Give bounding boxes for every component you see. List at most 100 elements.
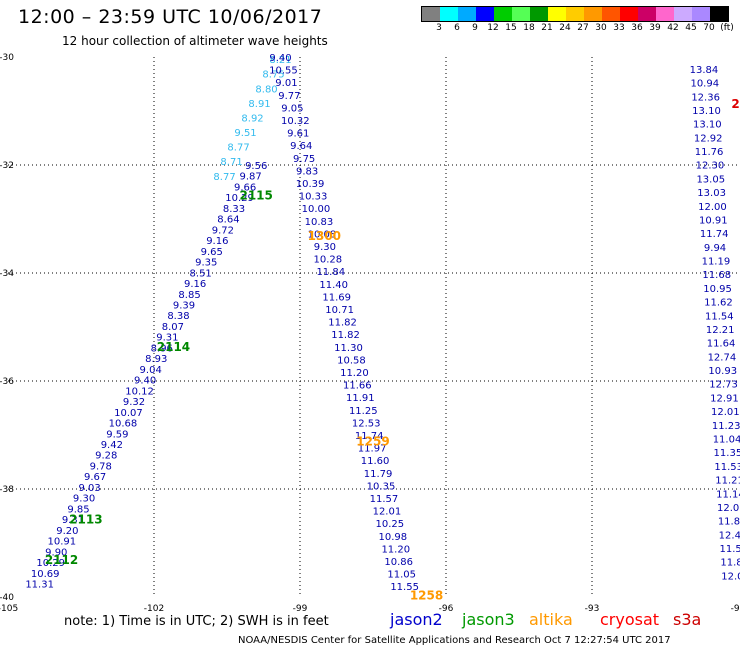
swh-value: 10.68	[109, 419, 138, 430]
page-subtitle: 12 hour collection of altimeter wave hei…	[62, 34, 328, 48]
lat-tick-label: -40	[0, 593, 14, 603]
swh-value: 8.64	[217, 215, 239, 226]
swh-value: 9.51	[234, 128, 256, 139]
colorbar-label: (ft)	[720, 23, 734, 33]
swh-value: 11.68	[702, 270, 731, 281]
swh-value: 11.04	[713, 435, 740, 446]
pass-time-label: 2112	[45, 553, 78, 567]
swh-value: 11.20	[381, 544, 410, 555]
swh-value: 11.64	[707, 339, 736, 350]
swh-value: 9.78	[90, 461, 112, 472]
swh-value: 9.39	[173, 301, 195, 312]
swh-value: 8.96	[151, 343, 173, 354]
swh-value: 9.64	[290, 141, 312, 152]
swh-value: 10.58	[337, 355, 366, 366]
swh-value: 11.57	[370, 494, 399, 505]
swh-value: 12.91	[710, 393, 739, 404]
colorbar-label: 9	[472, 23, 478, 33]
swh-value: 11.74	[355, 431, 384, 442]
lon-tick-label: -90	[731, 604, 740, 614]
swh-value: 9.01	[275, 78, 297, 89]
colorbar-swatch	[656, 7, 674, 21]
swh-value: 12.01	[711, 407, 740, 418]
swh-value: 9.87	[240, 172, 262, 183]
swh-value: 9.65	[201, 247, 223, 258]
swh-value: 9.67	[84, 472, 106, 483]
swh-value: 9.77	[278, 91, 300, 102]
pass-time-label: 1258	[410, 588, 443, 602]
swh-value: 11.91	[346, 393, 375, 404]
colorbar-label: 36	[631, 23, 643, 33]
colorbar-swatch	[422, 7, 440, 21]
colorbar-swatch	[458, 7, 476, 21]
swh-value: 12.30	[696, 161, 725, 172]
pass-time-label: 2	[731, 97, 739, 111]
swh-value: 11.23	[712, 421, 740, 432]
colorbar-label: 3	[436, 23, 442, 33]
swh-value: 11.20	[340, 368, 369, 379]
swh-value: 9.35	[195, 258, 217, 269]
swh-value: 10.71	[325, 305, 354, 316]
swh-value: 13.03	[697, 188, 726, 199]
swh-value: 11.53	[714, 462, 740, 473]
swh-value: 8.77	[213, 172, 235, 183]
footer-credit: NOAA/NESDIS Center for Satellite Applica…	[238, 635, 671, 646]
swh-value: 11.40	[319, 280, 348, 291]
swh-value: 8.38	[167, 311, 189, 322]
colorbar-label: 42	[667, 23, 679, 33]
swh-value: 11.79	[364, 469, 393, 480]
swh-value: 12.01	[373, 507, 402, 518]
swh-value: 9.05	[281, 103, 303, 114]
colorbar-label: 12	[487, 23, 499, 33]
swh-value: 9.90	[45, 547, 67, 558]
colorbar-swatch	[692, 7, 710, 21]
colorbar-label: 39	[649, 23, 661, 33]
colorbar-swatch	[494, 7, 512, 21]
swh-value: 9.75	[293, 154, 315, 165]
swh-value: 9.72	[212, 225, 234, 236]
pass-time-label: 1300	[308, 229, 341, 243]
swh-value: 11.31	[25, 580, 54, 591]
colorbar-label: 30	[595, 23, 607, 33]
swh-value: 8.80	[255, 84, 277, 95]
swh-value: 11.05	[387, 570, 416, 581]
colorbar-label: 70	[703, 23, 715, 33]
swh-value: 11.54	[705, 311, 734, 322]
lon-tick-label: -93	[585, 604, 600, 614]
swh-value: 10.00	[302, 204, 331, 215]
note-text: note: 1) Time is in UTC; 2) SWH is in fe…	[64, 614, 329, 629]
swh-value: 9.61	[287, 129, 309, 140]
colorbar-swatch	[620, 7, 638, 21]
swh-value: 10.12	[125, 386, 154, 397]
swh-value: 10.83	[305, 217, 334, 228]
swh-value: 8.93	[145, 354, 167, 365]
swh-value: 11.30	[334, 343, 363, 354]
colorbar-label: 18	[523, 23, 535, 33]
colorbar-label: 21	[541, 23, 553, 33]
colorbar-label: 45	[685, 23, 697, 33]
lat-tick-label: -30	[0, 53, 14, 63]
lon-tick-label: -102	[144, 604, 164, 614]
swh-value: 11.97	[358, 444, 387, 455]
swh-value: 10.08	[308, 229, 337, 240]
swh-value: 9.40	[269, 53, 291, 64]
swh-value: 9.42	[101, 440, 123, 451]
swh-value: 11.76	[695, 147, 724, 158]
swh-value: 11.82	[328, 318, 357, 329]
colorbar-swatch	[512, 7, 530, 21]
swh-value: 8.71	[220, 157, 242, 168]
swh-value: 12.01	[717, 503, 740, 514]
pass-time-label: 2113	[69, 513, 102, 527]
legend-cryosat: cryosat	[600, 610, 660, 629]
swh-value: 11.83	[720, 558, 740, 569]
swh-value: 8.51	[190, 268, 212, 279]
swh-value: 11.25	[349, 406, 378, 417]
colorbar-swatch	[674, 7, 692, 21]
swh-value: 9.30	[314, 242, 336, 253]
swh-value: 9.30	[73, 494, 95, 505]
swh-value: 10.29	[225, 193, 254, 204]
swh-value: 10.29	[36, 558, 65, 569]
swh-value: 8.75	[262, 70, 284, 81]
swh-value: 10.94	[690, 79, 719, 90]
